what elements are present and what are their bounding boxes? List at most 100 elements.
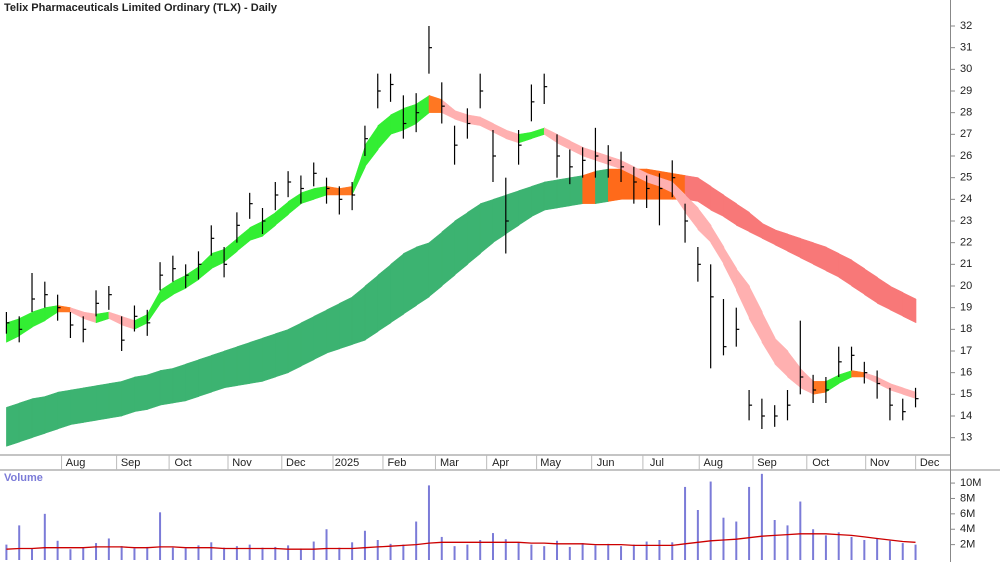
x-tick-label: Feb bbox=[387, 457, 406, 469]
long-band-segment bbox=[223, 346, 238, 389]
volume-bar bbox=[56, 540, 59, 560]
volume-bar bbox=[684, 486, 687, 560]
short-band-segment bbox=[249, 220, 264, 241]
long-band-segment bbox=[287, 322, 302, 374]
long-band-segment bbox=[82, 385, 97, 423]
short-band-segment bbox=[812, 381, 827, 395]
y-tick-label: 30 bbox=[960, 63, 972, 75]
volume-bar bbox=[671, 542, 674, 560]
volume-y-tick-label: 6M bbox=[960, 508, 975, 520]
long-band-segment bbox=[211, 350, 225, 393]
volume-bar bbox=[69, 549, 72, 560]
long-band-segment bbox=[249, 337, 264, 384]
volume-bar bbox=[901, 543, 904, 560]
volume-bar bbox=[722, 517, 725, 560]
x-tick-label: Nov bbox=[870, 457, 890, 469]
volume-bar bbox=[389, 543, 392, 560]
y-tick-label: 20 bbox=[960, 280, 972, 292]
long-band-segment bbox=[185, 359, 200, 402]
volume-bar bbox=[658, 540, 661, 560]
y-tick-label: 18 bbox=[960, 323, 972, 335]
y-tick-label: 28 bbox=[960, 107, 972, 119]
volume-bar bbox=[146, 546, 149, 560]
volume-bar bbox=[235, 546, 238, 560]
volume-bar bbox=[543, 546, 546, 560]
volume-bar bbox=[517, 542, 520, 560]
volume-bar bbox=[632, 544, 635, 560]
long-band-segment bbox=[582, 170, 597, 204]
y-tick-label: 13 bbox=[960, 432, 972, 444]
x-tick-label: Sep bbox=[121, 457, 141, 469]
volume-bar bbox=[709, 481, 712, 560]
y-tick-label: 31 bbox=[960, 42, 972, 54]
volume-bar bbox=[504, 539, 507, 560]
y-tick-label: 16 bbox=[960, 367, 972, 379]
x-tick-label: May bbox=[540, 457, 561, 469]
long-band-segment bbox=[18, 398, 33, 443]
long-band-segment bbox=[147, 370, 161, 410]
volume-bar bbox=[888, 540, 891, 560]
long-band-segment bbox=[492, 194, 507, 244]
x-tick-label: Apr bbox=[492, 457, 509, 469]
long-band-segment bbox=[543, 179, 558, 211]
long-band-segment bbox=[403, 246, 417, 315]
y-tick-label: 15 bbox=[960, 388, 972, 400]
volume-bar bbox=[556, 540, 559, 560]
volume-bar bbox=[581, 543, 584, 560]
volume-bar bbox=[812, 529, 815, 560]
long-band-segment bbox=[569, 175, 584, 207]
x-tick-label: Mar bbox=[440, 457, 459, 469]
y-tick-label: 25 bbox=[960, 172, 972, 184]
long-band-segment bbox=[159, 368, 174, 406]
long-band-segment bbox=[556, 177, 571, 209]
x-tick-label: Oct bbox=[812, 457, 829, 469]
volume-bar bbox=[799, 501, 802, 560]
x-tick-label: Jun bbox=[597, 457, 615, 469]
long-band-segment bbox=[6, 402, 20, 447]
long-band-segment bbox=[70, 387, 84, 425]
volume-bar bbox=[479, 540, 482, 560]
long-band-segment bbox=[300, 315, 315, 367]
volume-bar bbox=[837, 532, 840, 560]
volume-average bbox=[6, 533, 916, 550]
volume-bar bbox=[184, 548, 187, 560]
volume-bar bbox=[427, 485, 430, 560]
volume-bar bbox=[171, 547, 174, 560]
volume-bar bbox=[568, 546, 571, 560]
volume-bar bbox=[363, 530, 366, 560]
volume-bar bbox=[645, 541, 648, 560]
volume-bar bbox=[261, 547, 264, 560]
volume-bar bbox=[850, 536, 853, 560]
x-tick-label: Aug bbox=[703, 457, 723, 469]
y-tick-label: 32 bbox=[960, 20, 972, 32]
volume-bar bbox=[453, 546, 456, 560]
volume-bar bbox=[773, 520, 776, 560]
long-band-segment bbox=[121, 376, 136, 417]
long-band-segment bbox=[441, 220, 456, 287]
long-band-segment bbox=[428, 231, 443, 298]
volume-bar bbox=[107, 538, 110, 560]
volume-y-tick-label: 8M bbox=[960, 492, 975, 504]
volume-bar bbox=[876, 538, 879, 560]
volume-bar bbox=[491, 533, 494, 560]
volume-title: Volume bbox=[4, 472, 43, 484]
volume-bar bbox=[440, 536, 443, 560]
volume-bar bbox=[760, 473, 763, 560]
long-band-segment bbox=[31, 396, 46, 439]
volume-bar bbox=[95, 543, 98, 560]
volume-bar bbox=[197, 545, 200, 560]
long-band-segment bbox=[339, 296, 353, 350]
long-band-segment bbox=[262, 333, 277, 382]
volume-bar bbox=[824, 535, 827, 560]
long-band-segment bbox=[198, 354, 213, 397]
long-band-segment bbox=[595, 168, 609, 204]
y-tick-label: 27 bbox=[960, 128, 972, 140]
volume-bar bbox=[351, 542, 354, 560]
long-band-segment bbox=[390, 252, 405, 324]
volume-bar bbox=[312, 541, 315, 560]
y-tick-label: 17 bbox=[960, 345, 972, 357]
volume-bar bbox=[82, 547, 85, 560]
volume-y-tick-label: 4M bbox=[960, 523, 975, 535]
volume-bar bbox=[159, 512, 162, 560]
